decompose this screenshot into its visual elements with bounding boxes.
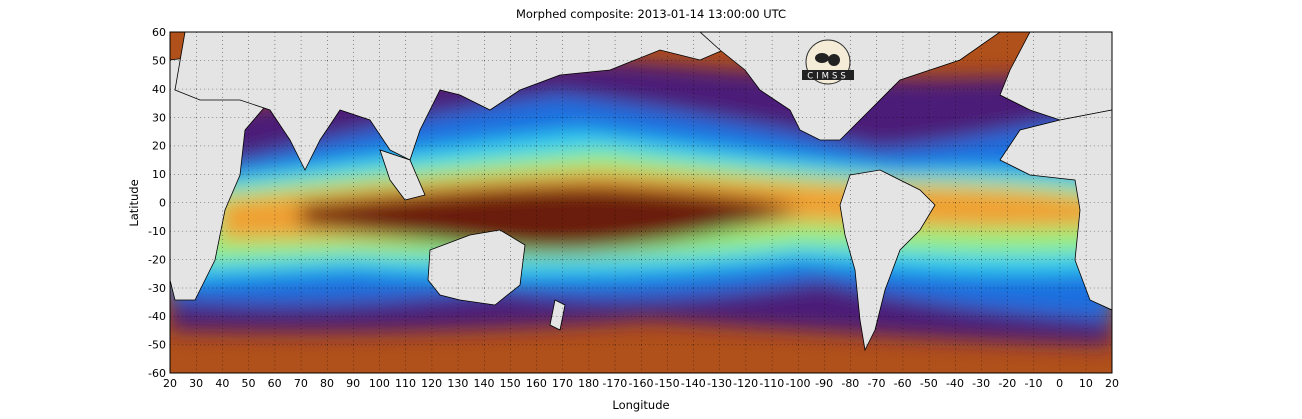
x-tick-label: 150	[500, 377, 521, 390]
x-tick-label: 170	[552, 377, 573, 390]
y-tick-label: -20	[148, 253, 166, 266]
y-axis-ticks: 60 50 40 30 20 10 0 -10 -20 -30 -40 -50 -60	[148, 26, 166, 380]
x-tick-label: 70	[294, 377, 308, 390]
y-tick-label: -30	[148, 282, 166, 295]
x-tick-label: 90	[346, 377, 360, 390]
x-tick-label: 180	[578, 377, 599, 390]
x-tick-label: 110	[395, 377, 416, 390]
x-tick-label: 50	[242, 377, 256, 390]
x-tick-label: 0	[1056, 377, 1063, 390]
y-tick-label: -60	[148, 367, 166, 380]
x-tick-label: 130	[447, 377, 468, 390]
x-tick-label: 140	[474, 377, 495, 390]
x-tick-label: -50	[920, 377, 938, 390]
x-axis-ticks: 20 30 40 50 60 70 80 90 100 110 120 130 140 150 160 170…	[163, 377, 1119, 390]
x-tick-label: -130	[707, 377, 732, 390]
x-tick-label: -170	[602, 377, 627, 390]
x-tick-label: -120	[733, 377, 758, 390]
x-tick-label: -60	[894, 377, 912, 390]
y-tick-label: 40	[152, 83, 166, 96]
x-tick-label: 100	[369, 377, 390, 390]
y-tick-label: 50	[152, 54, 166, 67]
logo-text: CIMSS	[807, 72, 849, 82]
y-tick-label: 20	[152, 140, 166, 153]
x-tick-label: 160	[526, 377, 547, 390]
x-tick-label: 20	[1105, 377, 1119, 390]
x-tick-label: 60	[268, 377, 282, 390]
x-tick-label: -30	[972, 377, 990, 390]
x-tick-label: 80	[320, 377, 334, 390]
y-tick-label: -40	[148, 310, 166, 323]
cimss-logo: CIMSS	[802, 39, 854, 85]
x-tick-label: -150	[655, 377, 680, 390]
plot-area: CIMSS	[170, 32, 1112, 373]
y-tick-label: 10	[152, 168, 166, 181]
x-tick-label: -70	[868, 377, 886, 390]
x-tick-label: 40	[215, 377, 229, 390]
x-tick-label: 20	[163, 377, 177, 390]
y-axis-label: Latitude	[127, 179, 141, 227]
x-tick-label: -10	[1025, 377, 1043, 390]
x-tick-label: -110	[759, 377, 784, 390]
map-title: Morphed composite: 2013-01-14 13:00:00 U…	[515, 7, 787, 21]
graticule	[170, 32, 1112, 373]
x-tick-label: -80	[841, 377, 859, 390]
plot-frame	[169, 31, 1113, 374]
x-tick-label: -160	[629, 377, 654, 390]
y-tick-label: -10	[148, 225, 166, 238]
y-tick-label: -50	[148, 339, 166, 352]
x-tick-label: -90	[815, 377, 833, 390]
y-tick-label: 60	[152, 26, 166, 39]
x-axis-label: Longitude	[612, 398, 670, 412]
x-tick-label: 30	[189, 377, 203, 390]
x-tick-label: 10	[1079, 377, 1093, 390]
x-tick-label: 120	[421, 377, 442, 390]
y-tick-label: 0	[159, 197, 166, 210]
y-tick-label: 30	[152, 111, 166, 124]
x-tick-label: -40	[946, 377, 964, 390]
x-tick-label: -140	[681, 377, 706, 390]
x-tick-label: -20	[998, 377, 1016, 390]
x-tick-label: -100	[786, 377, 811, 390]
